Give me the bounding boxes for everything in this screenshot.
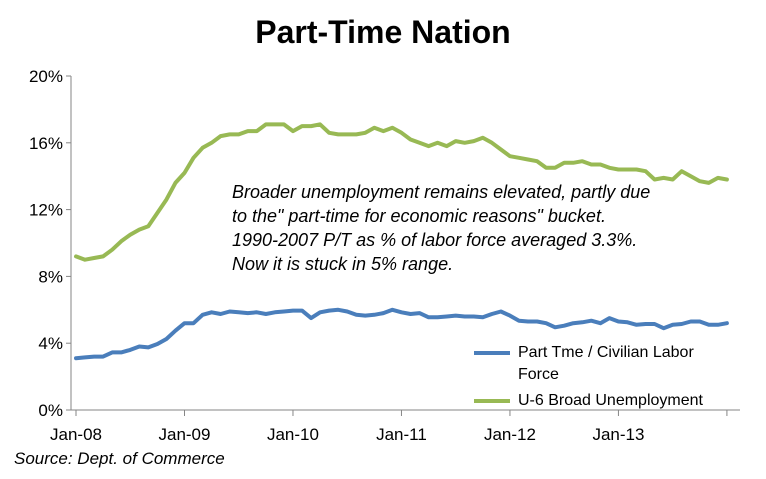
axes: [70, 76, 740, 411]
chart-title: Part-Time Nation: [255, 14, 511, 50]
legend-item-part-time: Part Tme / Civilian Labor Force: [474, 342, 754, 386]
legend-label-u6: U-6 Broad Unemployment: [518, 392, 703, 409]
x-tick-label: Jan-08: [50, 425, 102, 444]
x-tick-label: Jan-13: [592, 425, 644, 444]
x-tick-label: Jan-09: [158, 425, 210, 444]
x-tick-label: Jan-10: [267, 425, 319, 444]
chart-legend: Part Tme / Civilian Labor Force U-6 Broa…: [474, 342, 754, 412]
x-tick-label: Jan-11: [376, 425, 427, 444]
series-line-u6: [74, 122, 729, 262]
y-tick-label: 8%: [38, 267, 63, 286]
chart-source-note: Source: Dept. of Commerce: [14, 449, 225, 468]
legend-swatch-u6: [474, 399, 510, 403]
series-line-part-time: [74, 307, 729, 361]
y-tick-label: 12%: [29, 201, 63, 220]
x-tick-label: Jan-12: [484, 425, 536, 444]
y-tick-label: 4%: [38, 334, 63, 353]
y-axis-ticks: 0% 4% 8% 12% 16% 20%: [29, 67, 71, 420]
x-axis-ticks: Jan-08 Jan-09 Jan-10 Jan-11 Jan-12 Jan-13: [50, 410, 728, 444]
legend-item-u6: U-6 Broad Unemployment: [474, 390, 754, 412]
legend-label-part-time: Part Tme / Civilian Labor Force: [518, 344, 694, 383]
y-tick-label: 0%: [38, 401, 63, 420]
series-lines: [74, 122, 729, 361]
chart-annotation: Broader unemployment remains elevated, p…: [232, 182, 651, 274]
legend-swatch-part-time: [474, 351, 510, 355]
y-tick-label: 20%: [29, 67, 63, 86]
y-tick-label: 16%: [29, 134, 63, 153]
